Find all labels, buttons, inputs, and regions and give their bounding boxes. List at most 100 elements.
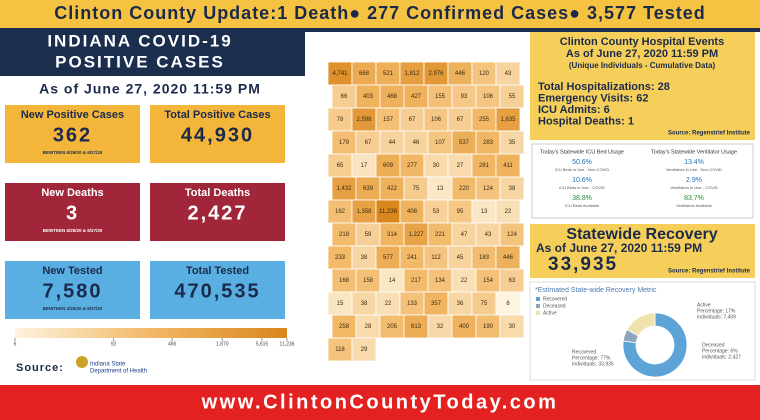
county-label: 258: [339, 324, 350, 330]
legend-swatch: [536, 297, 540, 301]
county: [351, 337, 377, 362]
legend-tick-label: 466: [168, 341, 177, 347]
usage-value: 13.4%: [684, 159, 704, 166]
county-label: 106: [483, 94, 494, 100]
county-label: 427: [411, 94, 422, 100]
county-label: 47: [461, 232, 468, 238]
metric-title: *Estimated State-wide Recovery Metric: [535, 287, 657, 294]
county-label: 13: [481, 209, 488, 215]
header-block: [0, 28, 305, 76]
county-label: 1,227: [408, 232, 424, 238]
county-label: 112: [431, 255, 441, 261]
county-label: 22: [461, 278, 468, 284]
footer-banner: [0, 385, 760, 420]
stat-card: [150, 105, 285, 163]
county-label: 75: [481, 301, 488, 307]
county-label: 78: [337, 117, 344, 123]
county-label: 95: [457, 209, 464, 215]
legend-tick-label: 5,615: [256, 341, 269, 347]
county-label: 38: [361, 255, 368, 261]
legend-swatch: [536, 304, 540, 308]
usage-label: Ventilators in Use - COVID: [670, 185, 717, 190]
county-label: 66: [341, 94, 348, 100]
card-value: 44,930: [181, 124, 254, 146]
county-label: 93: [461, 94, 468, 100]
usage-label: ICU Beds in Use - COVID: [559, 185, 605, 190]
recovery-as-of: As of June 27, 2020 11:59 PM: [536, 241, 702, 255]
county-label: 65: [337, 163, 344, 169]
county-label: 154: [483, 278, 494, 284]
county-label: 2,976: [428, 71, 444, 77]
county-label: 124: [483, 186, 494, 192]
county-label: 446: [503, 255, 514, 261]
county-label: 521: [383, 71, 394, 77]
county-label: 133: [407, 301, 418, 307]
county-label: 29: [361, 347, 368, 353]
card-label: New Tested: [42, 265, 102, 277]
card-value: 7,580: [42, 280, 102, 302]
county: [499, 314, 525, 339]
legend-tick-label: 92: [111, 341, 117, 347]
hospital-title: Clinton County Hospital Events: [560, 36, 724, 48]
county-label: 221: [435, 232, 446, 238]
card-note: BEWTEEN 6/25/20 & 6/27/20: [43, 228, 103, 233]
legend-tick-label: 1,870: [216, 341, 229, 347]
county-label: 446: [455, 71, 466, 77]
county-label: 15: [337, 301, 344, 307]
usage-label: Ventilators in Use - Non-COVID: [666, 167, 722, 172]
hospital-line: ICU Admits: 6: [538, 104, 610, 116]
legend-bar: [15, 328, 287, 338]
source-label: Source:: [16, 362, 64, 374]
county-label: 162: [335, 209, 346, 215]
county-label: 11,236: [379, 209, 398, 215]
card-label: Total Tested: [186, 265, 249, 277]
footer-url[interactable]: www.ClintonCountyToday.com: [201, 391, 559, 413]
county-label: 14: [389, 278, 396, 284]
county-label: 1,812: [404, 71, 420, 77]
county-label: 400: [459, 324, 470, 330]
legend-tick-label: 6: [14, 341, 17, 347]
hospital-box: [530, 32, 755, 140]
legend-label: Deceased: [543, 303, 566, 309]
recovery-source: Source: Regenstrief Institute: [668, 269, 751, 275]
recovery-box: [530, 224, 755, 278]
source-org: Department of Health: [90, 369, 147, 375]
county-label: 668: [359, 71, 370, 77]
usage-value: 38.8%: [572, 195, 592, 202]
card-label: New Deaths: [41, 187, 103, 199]
legend-label: Recovered: [543, 296, 567, 302]
card-note: BEWTEEN 2/26/20 & 6/27/20: [43, 306, 103, 311]
county-label: 67: [409, 117, 416, 123]
recovery-value: 33,935: [548, 254, 618, 275]
usage-value: 2.9%: [686, 177, 702, 184]
county-label: 30: [509, 324, 516, 330]
county-label: 255: [479, 117, 490, 123]
county-label: 35: [509, 140, 516, 146]
county-label: 63: [509, 278, 516, 284]
donut-segment: [626, 312, 656, 337]
segment-percentage: Percentage: 6%: [702, 348, 738, 354]
recovery-title: Statewide Recovery: [566, 226, 717, 243]
county-label: 277: [407, 163, 418, 169]
header-title: POSITIVE CASES: [55, 52, 225, 71]
county-label: 59: [365, 232, 372, 238]
county-label: 217: [411, 278, 422, 284]
county-label: 155: [435, 94, 446, 100]
county-label: 537: [459, 140, 470, 146]
card-value: 3: [66, 202, 79, 224]
legend-label: Active: [543, 310, 557, 316]
as-of: As of June 27, 2020 11:59 PM: [39, 81, 261, 97]
hospital-source: Source: Regenstrief Institute: [668, 131, 751, 137]
hospital-title: As of June 27, 2020 11:59 PM: [566, 48, 718, 60]
usage-box: [531, 143, 754, 219]
isdh-logo: [76, 356, 88, 368]
legend-tick-label: 11,236: [280, 341, 295, 347]
county-label: 422: [387, 186, 398, 192]
hospital-line: Hospital Deaths: 1: [538, 115, 634, 127]
county-label: 577: [383, 255, 394, 261]
card-value: 362: [53, 124, 92, 146]
top-banner: [0, 0, 760, 28]
county-label: 220: [459, 186, 470, 192]
segment-individuals: Individuals: 33,935: [572, 361, 614, 367]
usage-value: 50.6%: [572, 159, 592, 166]
